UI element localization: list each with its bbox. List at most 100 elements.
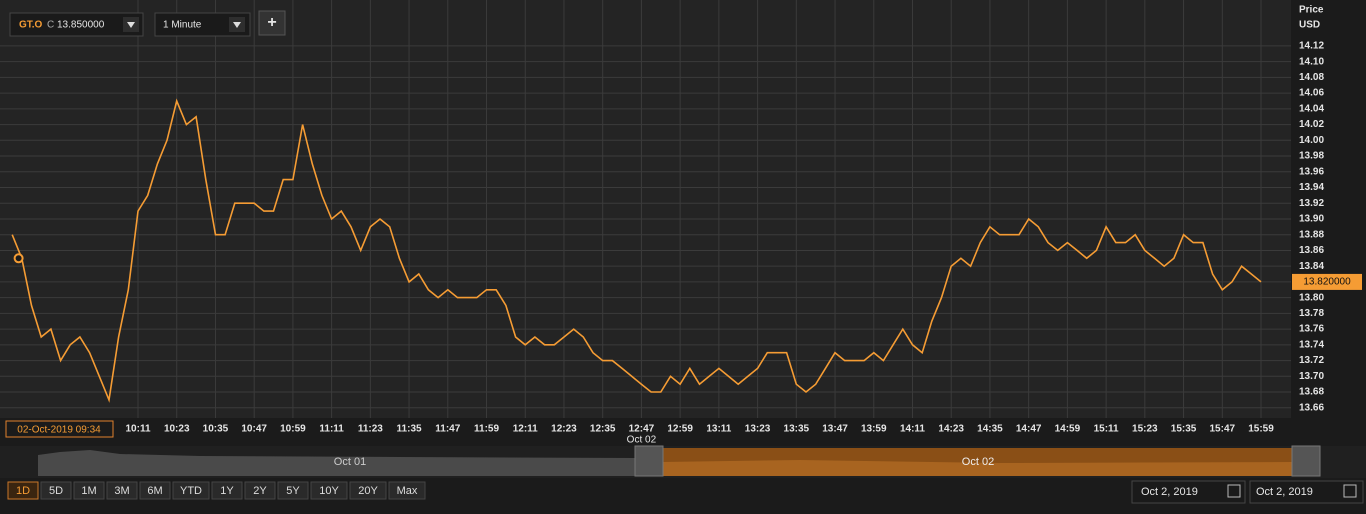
navigator-handle[interactable] xyxy=(634,445,664,477)
x-tick-label: 14:11 xyxy=(900,424,925,435)
y-axis-unit: USD xyxy=(1299,20,1320,31)
dropdown-arrow xyxy=(127,22,135,28)
crosshair-box xyxy=(5,420,114,438)
x-tick-label: 14:35 xyxy=(977,424,1003,435)
x-tick-label: 15:47 xyxy=(1209,424,1235,435)
range-button[interactable] xyxy=(244,481,276,500)
range-label: 1Y xyxy=(220,485,234,497)
y-tick-label: 13.92 xyxy=(1299,198,1324,209)
x-tick-label: 15:23 xyxy=(1132,424,1158,435)
range-button[interactable] xyxy=(73,481,105,500)
range-button[interactable] xyxy=(139,481,171,500)
range-label: 3M xyxy=(114,485,129,497)
crosshair-label: 02-Oct-2019 09:34 xyxy=(17,425,101,436)
range-label: 1D xyxy=(16,485,30,497)
navigator-label: Oct 01 xyxy=(334,456,366,468)
symbol-box[interactable] xyxy=(9,12,144,37)
y-tick-label: 13.80 xyxy=(1299,292,1324,303)
price-type: C xyxy=(47,20,54,31)
x-tick-label: 15:59 xyxy=(1248,424,1274,435)
x-tick-label: 13:59 xyxy=(861,424,887,435)
last-price-label: 13.820000 xyxy=(1303,277,1351,288)
x-tick-label: 14:23 xyxy=(938,424,964,435)
range-button[interactable] xyxy=(211,481,243,500)
dropdown-arrow xyxy=(233,22,241,28)
range-button[interactable] xyxy=(172,481,210,500)
range-button[interactable] xyxy=(106,481,138,500)
x-tick-label: 14:47 xyxy=(1016,424,1042,435)
range-label: 5D xyxy=(49,485,63,497)
x-tick-label: 11:59 xyxy=(474,424,499,435)
x-tick-label: 14:59 xyxy=(1055,424,1081,435)
x-tick-label: 10:47 xyxy=(241,424,267,435)
range-button[interactable] xyxy=(388,481,426,500)
price: 13.850000 xyxy=(57,20,105,31)
y-tick-label: 13.76 xyxy=(1299,324,1324,335)
y-tick-label: 14.00 xyxy=(1299,135,1324,146)
y-tick-label: 13.98 xyxy=(1299,151,1324,162)
x-tick-label: 12:59 xyxy=(667,424,693,435)
interval-box[interactable] xyxy=(154,12,251,37)
y-tick-label: 14.06 xyxy=(1299,88,1324,99)
y-tick-label: 13.78 xyxy=(1299,308,1324,319)
y-tick-label: 13.66 xyxy=(1299,402,1324,413)
x-tick-label: 15:35 xyxy=(1171,424,1197,435)
y-tick-label: 13.88 xyxy=(1299,229,1324,240)
x-tick-label: 12:47 xyxy=(629,424,655,435)
x-tick-label: 13:47 xyxy=(822,424,848,435)
navigator-area xyxy=(38,450,635,476)
date-input[interactable] xyxy=(1249,480,1364,504)
y-tick-label: 14.12 xyxy=(1299,41,1324,52)
y-tick-label: 13.68 xyxy=(1299,387,1324,398)
y-tick-label: 13.90 xyxy=(1299,214,1324,225)
y-tick-label: 13.86 xyxy=(1299,245,1324,256)
y-tick-label: 14.08 xyxy=(1299,72,1324,83)
y-tick-label: 14.10 xyxy=(1299,56,1324,67)
range-button[interactable] xyxy=(7,481,39,500)
range-label: 10Y xyxy=(319,485,339,497)
x-tick-label: 10:23 xyxy=(164,424,190,435)
navigator-label: Oct 02 xyxy=(962,456,994,468)
x-tick-label: 10:11 xyxy=(125,424,150,435)
range-label: YTD xyxy=(180,485,202,497)
calendar-icon[interactable] xyxy=(1227,484,1241,498)
symbol: GT.O xyxy=(19,20,43,31)
interval: 1 Minute xyxy=(163,20,202,31)
navigator-area xyxy=(663,460,1292,476)
last-price-badge xyxy=(1292,273,1362,290)
date-from: Oct 2, 2019 xyxy=(1141,486,1198,498)
y-tick-label: 13.72 xyxy=(1299,355,1324,366)
price-line xyxy=(11,98,1262,403)
x-tick-label: 13:11 xyxy=(706,424,731,435)
y-tick-label: 14.04 xyxy=(1299,103,1324,114)
x-tick-label: 11:35 xyxy=(397,424,422,435)
range-label: 6M xyxy=(147,485,162,497)
range-button[interactable] xyxy=(40,481,72,500)
grid xyxy=(0,0,1291,418)
calendar-icon[interactable] xyxy=(1343,484,1357,498)
navigator-handle[interactable] xyxy=(1291,445,1321,477)
y-tick-label: 13.96 xyxy=(1299,166,1324,177)
y-axis-label: Price xyxy=(1299,5,1324,16)
y-tick-label: 13.94 xyxy=(1299,182,1324,193)
add-button[interactable] xyxy=(258,10,286,36)
axis-bg xyxy=(1291,0,1366,418)
x-tick-label: 13:23 xyxy=(745,424,771,435)
x-tick-label: 10:59 xyxy=(280,424,306,435)
range-button[interactable] xyxy=(310,481,348,500)
x-tick-label: 11:11 xyxy=(319,424,344,435)
date-input[interactable] xyxy=(1131,480,1246,504)
range-label: 20Y xyxy=(358,485,378,497)
date-marker: Oct 02 xyxy=(627,435,657,446)
add: + xyxy=(267,14,276,31)
range-button[interactable] xyxy=(277,481,309,500)
plot-bg xyxy=(0,0,1291,418)
x-tick-label: 13:35 xyxy=(784,424,810,435)
y-tick-label: 13.70 xyxy=(1299,371,1324,382)
range-button[interactable] xyxy=(349,481,387,500)
range-label: 5Y xyxy=(286,485,300,497)
range-label: 2Y xyxy=(253,485,267,497)
x-tick-label: 12:35 xyxy=(590,424,616,435)
y-tick-label: 13.74 xyxy=(1299,339,1324,350)
